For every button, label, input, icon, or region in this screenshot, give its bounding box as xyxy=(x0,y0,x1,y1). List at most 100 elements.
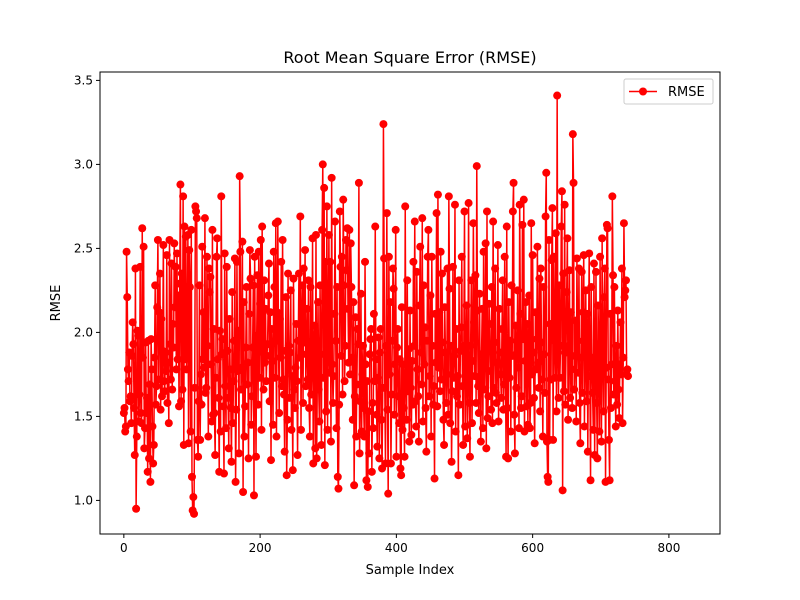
data-point xyxy=(264,259,273,268)
data-point xyxy=(432,209,441,218)
data-point xyxy=(311,444,320,453)
data-point xyxy=(555,373,564,382)
data-point xyxy=(360,432,369,441)
data-point xyxy=(521,298,530,307)
legend-entry-rmse: RMSE xyxy=(668,85,705,100)
data-point xyxy=(296,425,305,434)
data-point xyxy=(152,382,161,391)
data-point xyxy=(160,377,169,386)
data-point xyxy=(369,424,378,433)
data-point xyxy=(575,398,584,407)
data-point xyxy=(371,355,380,364)
data-point xyxy=(434,363,443,372)
data-point xyxy=(208,225,217,234)
data-point xyxy=(519,335,528,344)
data-point xyxy=(336,262,345,271)
data-point xyxy=(619,353,628,362)
data-point xyxy=(427,252,436,261)
data-point xyxy=(299,398,308,407)
data-point xyxy=(455,276,464,285)
data-point xyxy=(475,289,484,298)
data-point xyxy=(364,407,373,416)
data-point xyxy=(130,404,139,412)
data-point xyxy=(222,424,231,433)
data-point xyxy=(491,388,500,397)
data-point xyxy=(435,387,444,396)
data-point xyxy=(433,190,442,199)
data-point xyxy=(211,451,220,460)
data-point xyxy=(305,432,314,441)
data-point xyxy=(241,402,250,411)
data-point xyxy=(241,343,250,352)
data-point xyxy=(487,283,496,292)
data-point xyxy=(176,180,185,189)
data-point xyxy=(397,471,406,480)
data-point xyxy=(376,348,385,357)
data-point xyxy=(358,341,367,350)
data-point xyxy=(461,422,470,431)
data-point xyxy=(598,348,607,357)
data-point xyxy=(585,372,594,381)
data-point xyxy=(419,281,428,290)
data-point xyxy=(519,195,528,204)
data-point xyxy=(161,348,170,357)
data-point xyxy=(215,326,224,335)
data-point xyxy=(232,257,241,266)
data-point xyxy=(279,375,288,384)
data-point xyxy=(587,283,596,292)
data-point xyxy=(324,230,333,239)
data-point xyxy=(306,283,315,292)
data-point xyxy=(615,360,624,369)
data-point xyxy=(274,336,283,345)
data-point xyxy=(226,365,235,374)
data-point xyxy=(243,358,252,367)
data-point xyxy=(387,390,396,399)
data-point xyxy=(259,385,268,394)
data-point xyxy=(613,306,622,315)
data-point xyxy=(506,427,515,436)
data-point xyxy=(239,488,248,496)
data-point xyxy=(221,382,230,391)
data-point xyxy=(147,365,156,374)
data-point xyxy=(240,432,249,441)
data-point xyxy=(179,192,188,201)
data-point xyxy=(447,457,456,466)
data-point xyxy=(503,404,512,412)
data-point xyxy=(136,262,145,271)
data-point xyxy=(395,419,404,428)
data-point xyxy=(410,217,419,226)
data-point xyxy=(340,377,349,386)
data-point xyxy=(258,222,267,231)
data-point xyxy=(283,415,292,424)
data-point xyxy=(267,456,276,465)
data-point xyxy=(224,444,233,453)
data-point xyxy=(255,373,264,382)
data-point xyxy=(346,370,355,379)
data-point xyxy=(539,283,548,292)
data-point xyxy=(386,298,395,307)
data-point xyxy=(292,377,301,386)
data-point xyxy=(205,264,214,273)
data-point xyxy=(170,239,179,248)
data-point xyxy=(256,236,265,244)
data-point xyxy=(140,444,149,453)
data-point xyxy=(397,303,406,312)
data-point xyxy=(536,264,545,273)
data-point xyxy=(162,251,171,260)
data-point xyxy=(388,336,397,345)
data-point xyxy=(334,484,343,493)
data-point xyxy=(290,404,299,412)
data-point xyxy=(401,373,410,382)
data-point xyxy=(426,291,435,300)
data-point xyxy=(457,252,466,261)
data-point xyxy=(366,335,375,344)
data-point xyxy=(500,380,509,389)
data-point xyxy=(553,91,562,100)
data-point xyxy=(413,365,422,374)
data-point xyxy=(459,440,468,449)
data-point xyxy=(538,375,547,384)
data-point xyxy=(318,160,327,169)
data-point xyxy=(438,338,447,347)
data-point xyxy=(172,249,181,258)
